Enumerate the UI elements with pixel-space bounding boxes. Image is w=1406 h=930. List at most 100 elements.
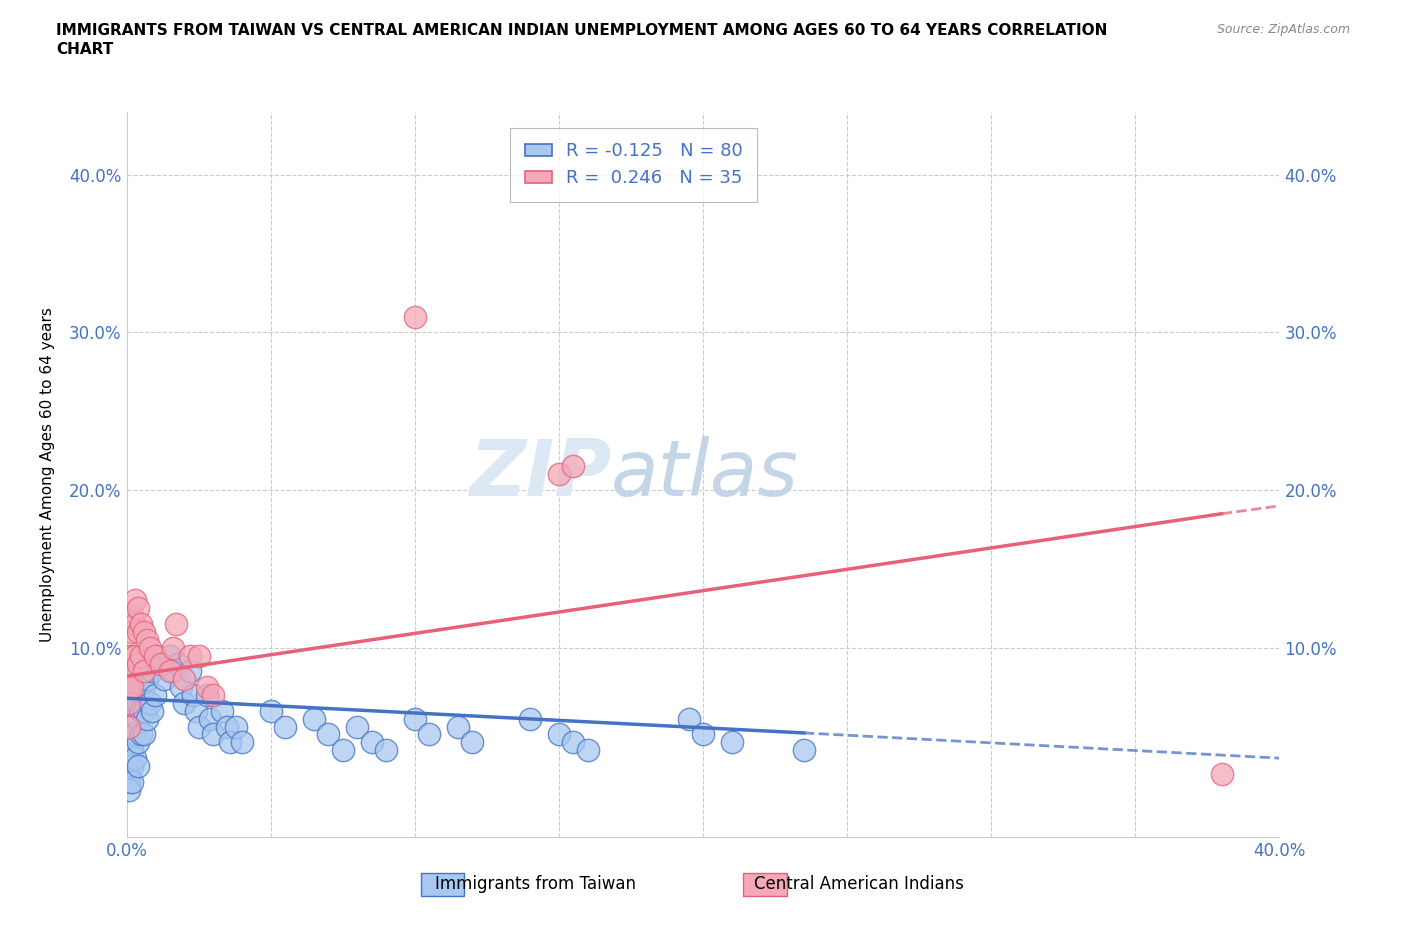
Point xyxy=(447,719,470,734)
Point xyxy=(418,727,440,742)
Point xyxy=(202,687,225,702)
Point xyxy=(162,641,184,656)
Point xyxy=(129,671,152,686)
Point xyxy=(219,735,242,750)
Point xyxy=(548,727,571,742)
Point xyxy=(121,727,143,742)
Point xyxy=(118,680,141,695)
Point xyxy=(404,711,426,726)
Point xyxy=(118,719,141,734)
Point xyxy=(145,687,166,702)
Point xyxy=(461,735,484,750)
Point xyxy=(121,680,143,695)
Point xyxy=(202,727,225,742)
Point xyxy=(118,766,141,781)
Point xyxy=(692,727,714,742)
Point xyxy=(678,711,700,726)
Point xyxy=(118,751,141,765)
Text: IMMIGRANTS FROM TAIWAN VS CENTRAL AMERICAN INDIAN UNEMPLOYMENT AMONG AGES 60 TO : IMMIGRANTS FROM TAIWAN VS CENTRAL AMERIC… xyxy=(56,23,1108,38)
Point xyxy=(121,625,143,640)
Point xyxy=(167,656,190,671)
Point xyxy=(135,632,157,647)
Point xyxy=(121,735,143,750)
Point xyxy=(127,656,149,671)
Point xyxy=(121,775,143,790)
Point xyxy=(793,743,815,758)
Text: ZIP: ZIP xyxy=(468,436,610,512)
Point xyxy=(129,727,152,742)
Point xyxy=(118,719,141,734)
Point xyxy=(118,648,141,663)
Point xyxy=(318,727,340,742)
Point xyxy=(118,775,141,790)
Point xyxy=(332,743,354,758)
Point xyxy=(374,743,398,758)
Point xyxy=(179,648,201,663)
Point xyxy=(195,687,218,702)
Point xyxy=(181,687,204,702)
Point xyxy=(132,664,155,679)
Point xyxy=(519,711,541,726)
Point xyxy=(124,671,146,686)
Point xyxy=(562,459,585,474)
Point xyxy=(162,664,184,679)
Point xyxy=(127,735,149,750)
Point xyxy=(118,680,141,695)
Point xyxy=(118,782,141,797)
Point xyxy=(1211,766,1233,781)
Point xyxy=(225,719,247,734)
Point xyxy=(124,727,146,742)
Point xyxy=(179,664,201,679)
Point xyxy=(127,696,149,711)
Point xyxy=(127,625,149,640)
Text: Source: ZipAtlas.com: Source: ZipAtlas.com xyxy=(1216,23,1350,36)
Point xyxy=(184,703,207,718)
Point xyxy=(217,719,239,734)
Point xyxy=(150,656,173,671)
Point xyxy=(141,703,163,718)
Point xyxy=(274,719,297,734)
Point xyxy=(124,696,146,711)
Point xyxy=(121,609,143,624)
Point xyxy=(159,664,181,679)
Point xyxy=(118,696,141,711)
Text: atlas: atlas xyxy=(610,436,799,512)
Point xyxy=(118,759,141,774)
Point xyxy=(124,593,146,608)
Point xyxy=(187,648,209,663)
Point xyxy=(118,743,141,758)
Point xyxy=(121,719,143,734)
Point xyxy=(165,617,187,631)
Point xyxy=(118,664,141,679)
Y-axis label: Unemployment Among Ages 60 to 64 years: Unemployment Among Ages 60 to 64 years xyxy=(41,307,55,642)
Point xyxy=(129,617,152,631)
Point xyxy=(132,727,155,742)
Point xyxy=(170,680,193,695)
Point xyxy=(127,759,149,774)
FancyBboxPatch shape xyxy=(420,873,464,897)
Point xyxy=(211,703,233,718)
FancyBboxPatch shape xyxy=(744,873,787,897)
Point xyxy=(141,664,163,679)
Point xyxy=(121,743,143,758)
Point xyxy=(346,719,368,734)
Point xyxy=(145,648,166,663)
Point xyxy=(132,625,155,640)
Legend: R = -0.125   N = 80, R =  0.246   N = 35: R = -0.125 N = 80, R = 0.246 N = 35 xyxy=(510,128,758,202)
Point xyxy=(132,703,155,718)
Point xyxy=(118,703,141,718)
Point xyxy=(129,648,152,663)
Point xyxy=(195,680,218,695)
Point xyxy=(259,703,281,718)
Point xyxy=(121,759,143,774)
Point xyxy=(138,641,160,656)
Point xyxy=(173,671,195,686)
Point xyxy=(145,648,166,663)
Point xyxy=(302,711,325,726)
Point xyxy=(576,743,599,758)
Point xyxy=(150,656,173,671)
Point xyxy=(138,656,160,671)
Point xyxy=(404,309,426,324)
Point xyxy=(121,687,143,702)
Point xyxy=(124,751,146,765)
